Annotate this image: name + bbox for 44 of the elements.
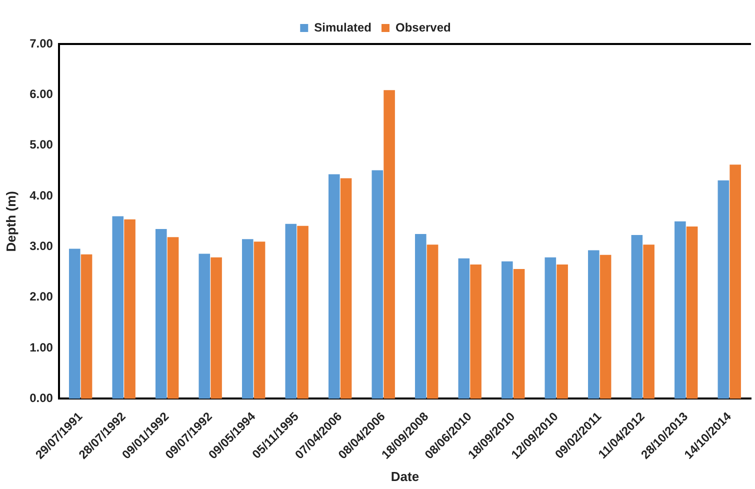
bar [372,170,384,399]
bar [68,248,80,399]
bar [328,174,340,399]
bar [718,180,730,399]
bar [544,257,556,399]
bar [285,224,297,399]
bar [297,226,308,399]
legend-label: Simulated [314,20,372,34]
x-axis-title: Date [390,468,420,484]
bar [167,237,179,399]
bar [686,226,698,399]
bar [470,264,482,399]
bar [674,221,686,399]
bar [458,258,470,399]
bar [556,264,568,399]
bar [124,219,136,399]
bar [254,242,266,399]
y-tick-label: 0.00 [30,391,54,406]
y-tick-label: 3.00 [30,239,54,254]
y-tick-label: 2.00 [30,290,54,304]
legend-label: Observed [395,20,451,34]
bar [415,234,426,399]
y-tick-label: 6.00 [30,86,54,101]
bar [426,244,438,399]
bar [513,269,525,399]
y-tick-label: 5.00 [30,138,54,152]
bar [80,254,92,399]
bar [340,178,352,399]
bar [588,250,600,399]
y-tick-label: 1.00 [30,340,54,354]
bar [600,254,612,399]
bar [242,239,254,399]
y-tick-label: 7.00 [30,36,54,50]
bar [155,228,167,399]
bar [730,164,741,399]
bar [643,244,654,399]
y-tick-label: 4.00 [30,188,54,202]
bar [384,90,395,399]
y-axis-title: Depth (m) [3,191,18,252]
bar [631,235,643,399]
bar [210,257,222,399]
bar [112,216,124,399]
bar [502,261,513,399]
bar [198,254,210,399]
